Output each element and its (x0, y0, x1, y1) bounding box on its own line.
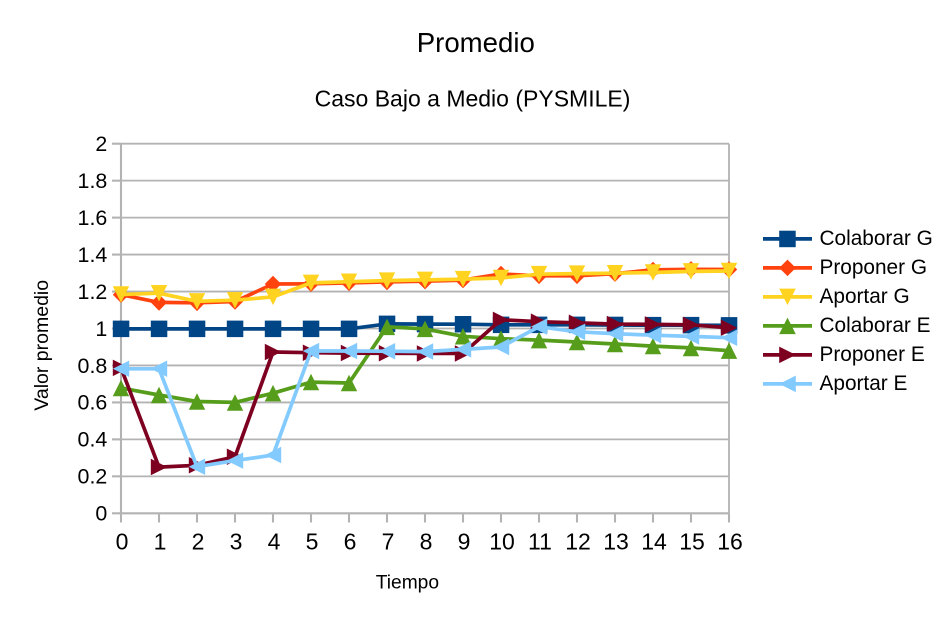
svg-text:1.6: 1.6 (78, 206, 108, 230)
svg-text:Valor promedio: Valor promedio (31, 280, 53, 411)
svg-text:2: 2 (95, 132, 107, 156)
svg-text:Tiempo: Tiempo (376, 573, 439, 594)
svg-text:1: 1 (95, 317, 107, 341)
svg-text:0: 0 (116, 528, 129, 554)
svg-text:9: 9 (458, 528, 471, 554)
svg-text:1.2: 1.2 (78, 280, 108, 304)
svg-text:13: 13 (603, 528, 629, 554)
svg-text:1.4: 1.4 (78, 243, 108, 267)
svg-text:1.8: 1.8 (78, 169, 108, 193)
svg-text:1: 1 (154, 528, 167, 554)
svg-text:0: 0 (95, 502, 107, 526)
svg-text:3: 3 (230, 528, 243, 554)
svg-text:10: 10 (489, 528, 515, 554)
svg-text:11: 11 (528, 528, 552, 554)
svg-text:Proponer G: Proponer G (820, 256, 928, 279)
svg-text:12: 12 (565, 528, 591, 554)
svg-text:Promedio: Promedio (417, 27, 535, 58)
svg-text:Caso Bajo a Medio (PYSMILE): Caso Bajo a Medio (PYSMILE) (315, 86, 631, 112)
svg-text:0.8: 0.8 (78, 354, 108, 378)
svg-text:2: 2 (192, 528, 205, 554)
svg-text:16: 16 (717, 528, 743, 554)
svg-text:Colaborar G: Colaborar G (820, 227, 933, 250)
svg-text:0.2: 0.2 (78, 465, 108, 489)
svg-text:Proponer E: Proponer E (820, 343, 925, 366)
svg-text:6: 6 (344, 528, 357, 554)
svg-text:15: 15 (679, 528, 705, 554)
svg-text:8: 8 (420, 528, 433, 554)
svg-text:14: 14 (641, 528, 667, 554)
svg-text:Aportar G: Aportar G (820, 285, 910, 308)
svg-text:5: 5 (306, 528, 319, 554)
svg-text:4: 4 (268, 528, 281, 554)
svg-text:0.4: 0.4 (78, 428, 108, 452)
svg-text:Colaborar E: Colaborar E (820, 314, 931, 337)
svg-text:7: 7 (382, 528, 395, 554)
svg-text:Aportar E: Aportar E (820, 372, 908, 395)
svg-text:0.6: 0.6 (78, 391, 108, 415)
